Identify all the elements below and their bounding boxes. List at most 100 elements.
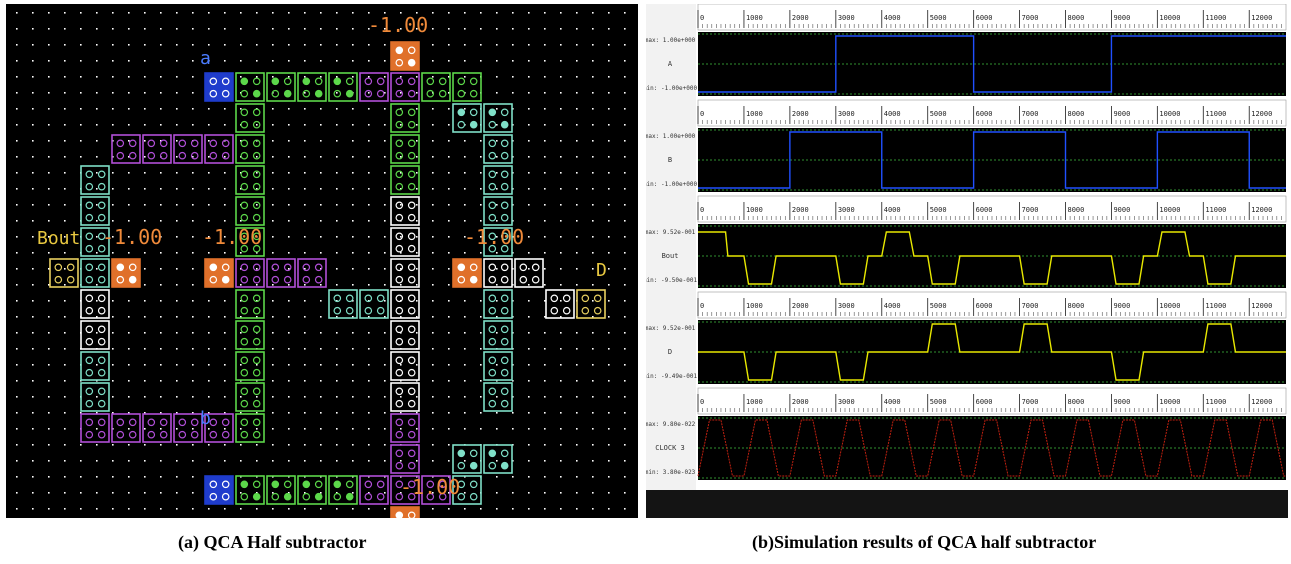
qca-cell: [390, 227, 420, 257]
waveform-row: 0 1000 2000 3000 4000 5000 6000 7000 8000 9000 100…: [646, 4, 1287, 96]
label-bout: Bout: [37, 228, 80, 249]
signal-min: min: -1.00e+000: [646, 181, 697, 188]
simulation-panel: 0 1000 2000 3000 4000 5000 6000 7000 8000 9000 100…: [646, 4, 1288, 518]
qca-cell: [390, 72, 420, 102]
tick-label: 9000: [1113, 206, 1130, 214]
qca-cell: [235, 227, 265, 257]
qca-layout-panel: a b Bout D -1.00 -1.00 -1.00 -1.00 -1.00: [6, 4, 638, 518]
qca-cell: [328, 72, 358, 102]
qca-cell: [390, 103, 420, 133]
qca-cell: [421, 72, 451, 102]
qca-cell: [390, 382, 420, 412]
signal-min: min: -9.50e-001: [646, 277, 697, 284]
qca-cell: [235, 320, 265, 350]
waveform-line: [698, 231, 1286, 285]
qca-cell: [204, 134, 234, 164]
qca-cell: [390, 506, 420, 518]
signal-max: max: 9.52e-001: [646, 325, 696, 332]
tick-label: 7000: [1022, 398, 1039, 406]
tick-label: 5000: [930, 110, 947, 118]
tick-label: 1000: [746, 398, 763, 406]
qca-cell: [80, 413, 110, 443]
tick-label: 9000: [1113, 398, 1130, 406]
waveform-line: [698, 323, 1286, 381]
tick-label: 12000: [1251, 110, 1272, 118]
tick-label: 6000: [976, 14, 993, 22]
signal-max: max: 9.80e-022: [646, 421, 696, 428]
tick-label: 8000: [1068, 14, 1085, 22]
tick-label: 3000: [838, 110, 855, 118]
qca-cell: [483, 289, 513, 319]
tick-label: 3000: [838, 206, 855, 214]
qca-cell: [421, 475, 451, 505]
qca-cell: [390, 413, 420, 443]
qca-cell: [452, 72, 482, 102]
label-a: a: [200, 48, 211, 69]
tick-label: 4000: [884, 206, 901, 214]
qca-cell: [111, 134, 141, 164]
waveform-row: 0 1000 2000 3000 4000 5000 6000 7000 8000 9000 100…: [646, 387, 1287, 480]
caption-simulation-results: (b)Simulation results of QCA half subtra…: [752, 532, 1097, 552]
tick-label: 4000: [884, 14, 901, 22]
qca-cell: [204, 475, 234, 505]
tick-label: 12000: [1251, 398, 1272, 406]
qca-cell: [483, 103, 513, 133]
qca-cell: [514, 258, 544, 288]
qca-cell: [545, 289, 575, 319]
tick-label: 3000: [838, 14, 855, 22]
tick-label: 10000: [1159, 110, 1180, 118]
signal-max: max: 9.52e-001: [646, 229, 696, 236]
tick-label: 6000: [976, 302, 993, 310]
waveform-row: 0 1000 2000 3000 4000 5000 6000 7000 8000 9000 100…: [646, 291, 1287, 384]
qca-cell: [235, 289, 265, 319]
qca-cell: [452, 258, 482, 288]
tick-label: 0: [700, 206, 704, 214]
qca-cell: [266, 258, 296, 288]
signal-name: Bout: [662, 252, 679, 260]
tick-label: 5000: [930, 14, 947, 22]
qca-cell: [390, 41, 420, 71]
tick-label: 9000: [1113, 110, 1130, 118]
qca-cell: [483, 320, 513, 350]
qca-cell: [204, 413, 234, 443]
qca-cell: [483, 382, 513, 412]
tick-label: 9000: [1113, 302, 1130, 310]
qca-cell: [483, 134, 513, 164]
qca-cell: [204, 258, 234, 288]
qca-cell: [390, 289, 420, 319]
tick-label: 11000: [1205, 14, 1226, 22]
tick-label: 3000: [838, 302, 855, 310]
qca-cell: [80, 258, 110, 288]
tick-label: 7000: [1022, 14, 1039, 22]
fixed-value-middle: -1.00: [202, 225, 262, 249]
signal-name: B: [668, 156, 672, 164]
tick-label: 1000: [746, 302, 763, 310]
tick-label: 0: [700, 14, 704, 22]
qca-cell: [452, 475, 482, 505]
qca-cell: [328, 475, 358, 505]
tick-label: 10000: [1159, 14, 1180, 22]
qca-cell: [235, 196, 265, 226]
signal-max: max: 1.00e+000: [646, 133, 696, 140]
qca-cell: [390, 351, 420, 381]
qca-cell: [390, 475, 420, 505]
waveform-rows: 0 1000 2000 3000 4000 5000 6000 7000 8000 9000 100…: [646, 4, 1287, 480]
waveform-row: 0 1000 2000 3000 4000 5000 6000 7000 8000 9000 100…: [646, 195, 1287, 288]
qca-cell: [49, 258, 79, 288]
tick-label: 7000: [1022, 206, 1039, 214]
qca-cell: [142, 134, 172, 164]
tick-label: 11000: [1205, 302, 1226, 310]
qca-cell: [235, 351, 265, 381]
qca-cell: [235, 103, 265, 133]
qca-cell: [80, 289, 110, 319]
label-d: D: [596, 260, 607, 281]
waveform-row: 0 1000 2000 3000 4000 5000 6000 7000 8000 9000 100…: [646, 99, 1287, 192]
qca-cell: [483, 227, 513, 257]
qca-cell: [111, 413, 141, 443]
qca-cell: [359, 475, 389, 505]
qca-cell: [390, 258, 420, 288]
qca-cell: [266, 475, 296, 505]
qca-cell: [390, 444, 420, 474]
tick-label: 12000: [1251, 14, 1272, 22]
tick-label: 8000: [1068, 110, 1085, 118]
